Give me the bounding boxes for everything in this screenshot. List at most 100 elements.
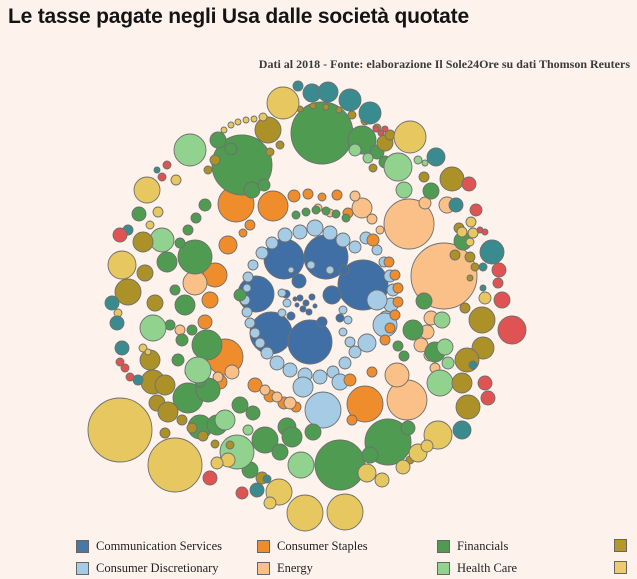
bubble-en[interactable] (383, 198, 435, 250)
bubble-in[interactable] (309, 102, 317, 110)
bubble-tl[interactable] (262, 474, 272, 484)
bubble-cd[interactable] (269, 355, 285, 371)
bubble-rd[interactable] (120, 363, 130, 373)
bubble-en[interactable] (366, 213, 378, 225)
bubble-en[interactable] (212, 371, 224, 383)
bubble-st[interactable] (317, 192, 327, 202)
bubble-fi[interactable] (198, 198, 212, 212)
bubble-en[interactable] (375, 225, 385, 235)
bubble-cs[interactable] (322, 285, 342, 305)
bubble-it[interactable] (465, 237, 475, 247)
bubble-in[interactable] (254, 116, 282, 144)
bubble-fi[interactable] (301, 207, 311, 217)
bubble-en[interactable] (283, 396, 297, 410)
bubble-tl[interactable] (317, 81, 339, 103)
bubble-st[interactable] (383, 256, 395, 268)
bubble-st[interactable] (384, 322, 396, 334)
legend-item-health-care[interactable]: Health Care (437, 561, 517, 576)
bubble-rd[interactable] (493, 291, 511, 309)
bubble-it[interactable] (145, 220, 155, 230)
bubble-tl[interactable] (448, 197, 464, 213)
bubble-cd[interactable] (306, 260, 316, 270)
bubble-rd[interactable] (469, 203, 483, 217)
bubble-in[interactable] (449, 249, 461, 261)
bubble-cs[interactable] (291, 273, 307, 289)
bubble-fi[interactable] (415, 292, 433, 310)
bubble-in[interactable] (176, 414, 188, 426)
bubble-st[interactable] (331, 189, 343, 201)
bubble-it[interactable] (357, 463, 377, 483)
bubble-it[interactable] (170, 174, 182, 186)
bubble-it[interactable] (478, 291, 492, 305)
bubble-tl[interactable] (132, 374, 144, 386)
bubble-tl[interactable] (292, 80, 304, 92)
bubble-in[interactable] (210, 439, 220, 449)
bubble-st[interactable] (247, 377, 263, 393)
bubble-it[interactable] (220, 126, 228, 134)
bubble-cs[interactable] (296, 294, 304, 302)
bubble-hc[interactable] (362, 152, 374, 164)
bubble-cd[interactable] (241, 306, 253, 318)
bubble-fi[interactable] (177, 239, 213, 275)
bubble-cd[interactable] (277, 227, 293, 243)
bubble-cd[interactable] (260, 346, 274, 360)
bubble-tl[interactable] (479, 284, 487, 292)
bubble-rd[interactable] (112, 227, 128, 243)
bubble-cd[interactable] (287, 266, 295, 274)
bubble-it[interactable] (263, 496, 277, 510)
bubble-cd[interactable] (242, 271, 254, 283)
bubble-hc[interactable] (426, 369, 454, 397)
bubble-cd[interactable] (322, 225, 338, 241)
bubble-fi[interactable] (311, 205, 321, 215)
bubble-in[interactable] (197, 430, 209, 442)
bubble-in[interactable] (225, 440, 235, 450)
bubble-st[interactable] (257, 190, 289, 222)
bubble-cs[interactable] (338, 264, 350, 276)
bubble-in[interactable] (154, 374, 176, 396)
bubble-in[interactable] (451, 372, 473, 394)
bubble-st[interactable] (346, 414, 358, 426)
bubble-st[interactable] (343, 373, 357, 387)
bubble-cd[interactable] (338, 356, 352, 370)
bubble-st[interactable] (366, 233, 380, 247)
bubble-cd[interactable] (335, 232, 351, 248)
bubble-fi[interactable] (169, 284, 181, 296)
bubble-fi[interactable] (402, 319, 424, 341)
bubble-cd[interactable] (338, 305, 348, 315)
bubble-in[interactable] (459, 302, 471, 314)
bubble-en[interactable] (351, 197, 373, 219)
bubble-cd[interactable] (306, 219, 324, 237)
bubble-st[interactable] (201, 291, 219, 309)
bubble-cd[interactable] (292, 376, 314, 398)
bubble-in[interactable] (464, 251, 476, 263)
bubble-cd[interactable] (242, 283, 252, 293)
bubble-fi[interactable] (164, 319, 176, 331)
bubble-cs[interactable] (292, 296, 298, 302)
bubble-cd[interactable] (348, 240, 362, 254)
bubble-it[interactable] (242, 116, 250, 124)
bubble-st[interactable] (302, 188, 314, 200)
bubble-in[interactable] (455, 394, 481, 420)
bubble-st[interactable] (238, 228, 248, 238)
bubble-cd[interactable] (338, 327, 348, 337)
bubble-en[interactable] (410, 242, 478, 310)
bubble-hc[interactable] (173, 133, 207, 167)
bubble-st[interactable] (379, 334, 391, 346)
bubble-st[interactable] (392, 296, 404, 308)
bubble-st[interactable] (218, 235, 238, 255)
legend-item-consumer-staples[interactable]: Consumer Staples (257, 539, 368, 554)
bubble-in[interactable] (209, 154, 221, 166)
bubble-cd[interactable] (265, 236, 279, 250)
bubble-fi[interactable] (174, 237, 186, 249)
bubble-cs[interactable] (294, 302, 300, 308)
bubble-fi[interactable] (191, 329, 223, 361)
bubble-rd[interactable] (492, 277, 504, 289)
bubble-fi[interactable] (131, 206, 147, 222)
bubble-st[interactable] (244, 219, 256, 231)
bubble-fi[interactable] (422, 182, 440, 200)
bubble-fi[interactable] (233, 288, 247, 302)
bubble-st[interactable] (389, 309, 401, 321)
bubble-cd[interactable] (366, 289, 388, 311)
bubble-in[interactable] (114, 278, 142, 306)
legend-item-financials[interactable]: Financials (437, 539, 508, 554)
